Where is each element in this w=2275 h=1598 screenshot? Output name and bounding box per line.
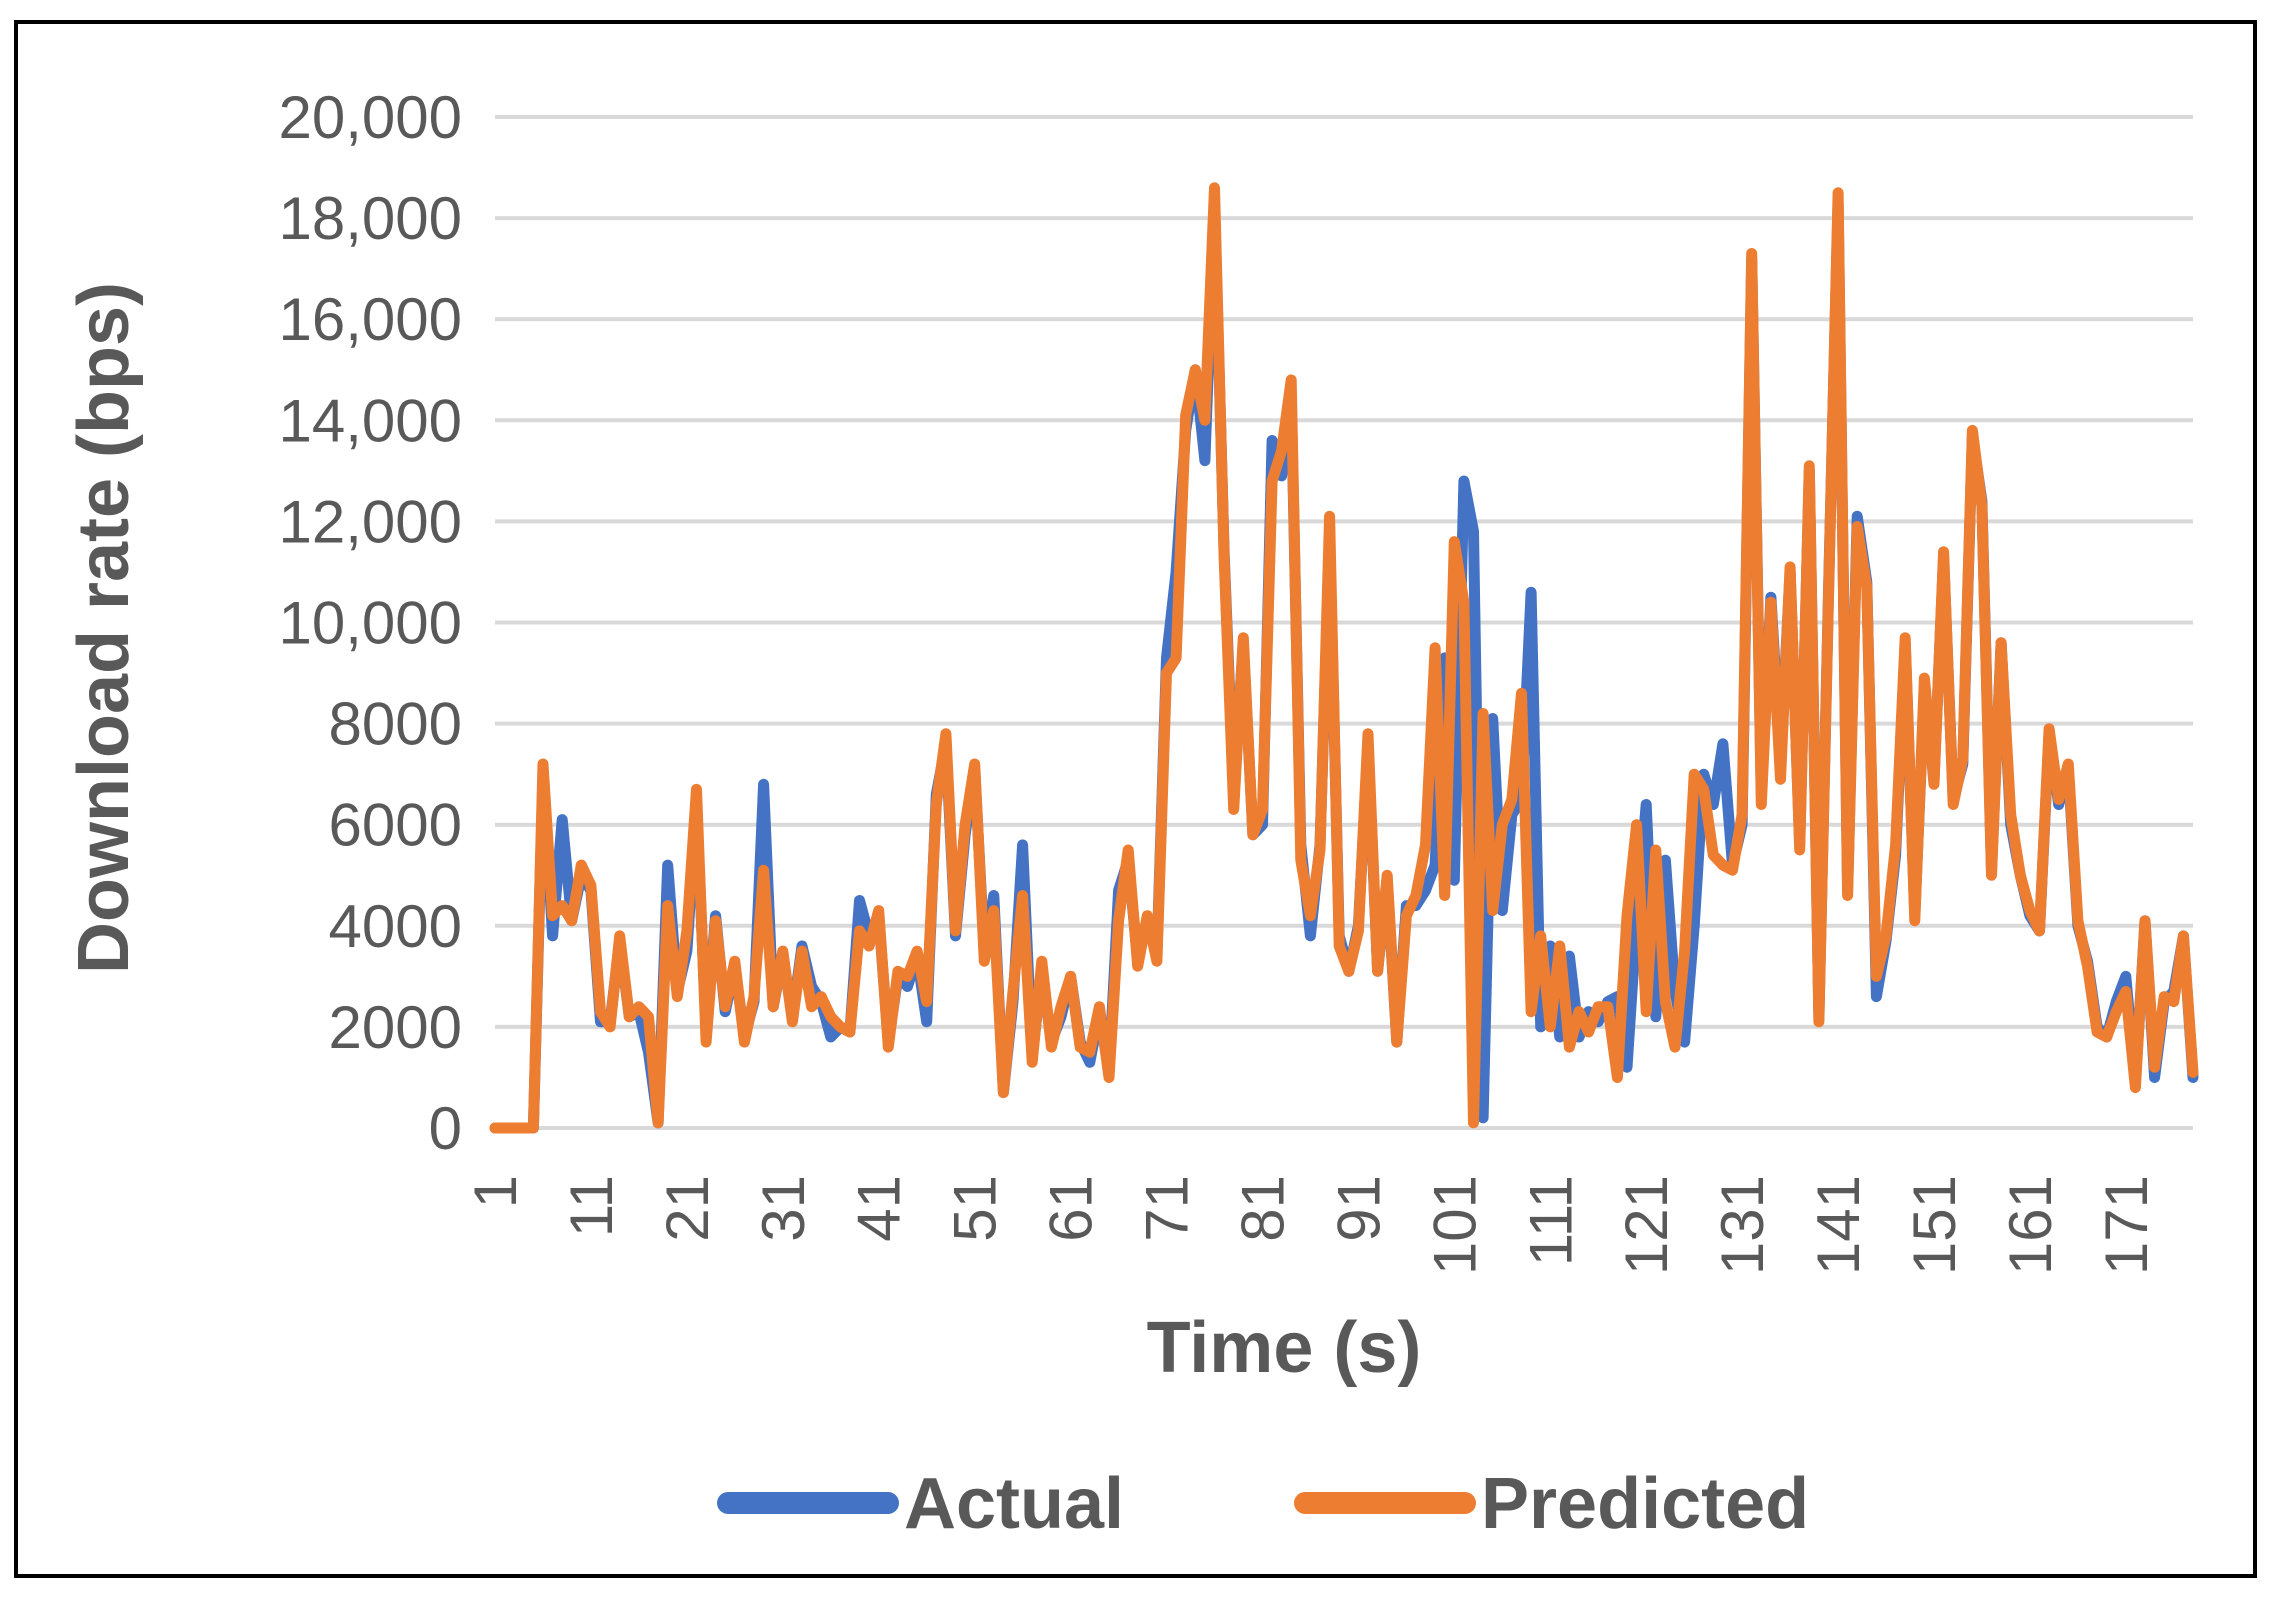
y-tick-label: 4000 (329, 893, 462, 960)
x-axis-ticks: 1 11 21 31 41 51 61 71 81 91 101 111 121 131 141 151 161… (462, 1175, 2160, 1275)
x-axis-title: Time (s) (1147, 1308, 1422, 1388)
x-tick-label: 161 (1997, 1175, 2064, 1275)
legend: Actual Predicted (717, 1464, 1809, 1544)
y-tick-label: 16,000 (278, 286, 462, 353)
legend-label-predicted: Predicted (1481, 1464, 1809, 1544)
x-tick-label: 111 (1517, 1175, 1584, 1266)
y-tick-label: 12,000 (278, 488, 462, 555)
x-tick-label: 101 (1421, 1175, 1488, 1275)
series-lines (489, 182, 2199, 1134)
series-line-predicted (489, 182, 2199, 1134)
y-tick-label: 2000 (329, 994, 462, 1061)
x-tick-label: 61 (1038, 1175, 1105, 1242)
y-tick-label: 18,000 (278, 185, 462, 252)
y-axis-title: Download rate (bps) (64, 282, 144, 974)
x-tick-label: 51 (942, 1175, 1009, 1242)
x-tick-label: 81 (1229, 1175, 1296, 1242)
y-axis-ticks: 0 2000 4000 6000 8000 10,000 12,000 14,000 16,00… (278, 84, 462, 1162)
x-tick-label: 141 (1805, 1175, 1872, 1275)
y-tick-label: 10,000 (278, 590, 462, 657)
y-tick-label: 14,000 (278, 387, 462, 454)
x-tick-label: 171 (2093, 1175, 2160, 1275)
x-tick-label: 121 (1613, 1175, 1680, 1275)
legend-label-actual: Actual (904, 1464, 1124, 1544)
x-tick-label: 21 (654, 1175, 721, 1242)
x-tick-label: 71 (1134, 1175, 1201, 1242)
gridlines (495, 115, 2193, 1130)
x-tick-label: 131 (1709, 1175, 1776, 1275)
y-tick-label: 6000 (329, 792, 462, 859)
x-tick-label: 91 (1325, 1175, 1392, 1242)
x-tick-label: 31 (750, 1175, 817, 1242)
x-tick-label: 1 (462, 1175, 529, 1208)
chart-frame (14, 20, 2257, 1578)
x-tick-label: 151 (1901, 1175, 1968, 1275)
y-tick-label: 8000 (329, 691, 462, 758)
y-tick-label: 0 (429, 1095, 462, 1162)
x-tick-label: 11 (558, 1175, 625, 1237)
x-tick-label: 41 (846, 1175, 913, 1242)
y-tick-label: 20,000 (278, 84, 462, 151)
